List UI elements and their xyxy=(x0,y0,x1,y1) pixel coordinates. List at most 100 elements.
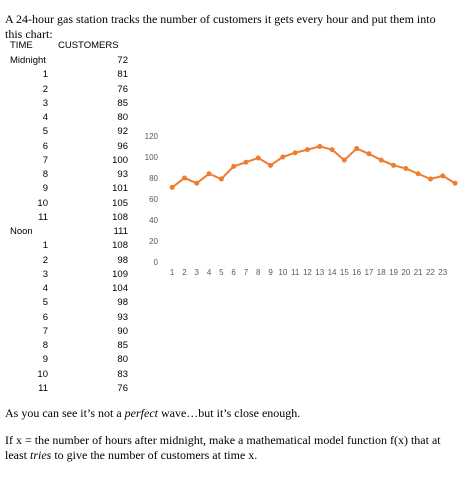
x-tick-label: 9 xyxy=(268,268,273,277)
time-cell: 11 xyxy=(38,211,48,223)
time-cell: 6 xyxy=(42,311,48,323)
point xyxy=(317,143,323,149)
point xyxy=(378,157,384,163)
customers-cell: 111 xyxy=(113,226,128,237)
time-cell: 8 xyxy=(42,169,48,180)
time-cell: 9 xyxy=(42,183,48,195)
customers-cell: 105 xyxy=(112,197,128,209)
x-tick-label: 7 xyxy=(244,268,249,277)
x-tick-label: 17 xyxy=(364,268,373,277)
time-cell: 5 xyxy=(42,126,48,138)
x-tick-label: 16 xyxy=(352,268,361,277)
customers-cell: 98 xyxy=(117,297,128,309)
customers-cell: 100 xyxy=(112,154,128,166)
text-run: wave…but it’s close enough. xyxy=(157,406,301,420)
customers-cell: 93 xyxy=(117,311,128,323)
customers-cell: 104 xyxy=(112,283,128,294)
text-run: If x = the number of hours after midnigh… xyxy=(5,433,441,462)
time-cell: 7 xyxy=(42,154,48,166)
customers-cell: 83 xyxy=(117,368,128,380)
customers-cell: 96 xyxy=(117,140,128,152)
paragraph: As you can see it’s not a perfect wave…b… xyxy=(5,406,455,421)
x-tick-label: 13 xyxy=(315,268,324,277)
x-tick-label: 2 xyxy=(182,268,187,277)
customers-cell: 81 xyxy=(117,69,128,81)
point xyxy=(292,150,298,156)
x-tick-label: 10 xyxy=(278,268,287,277)
point xyxy=(218,176,224,182)
time-cell: 11 xyxy=(38,382,48,394)
y-tick-label: 0 xyxy=(154,258,159,267)
point xyxy=(304,147,310,153)
x-tick-label: 21 xyxy=(414,268,423,277)
y-tick-label: 80 xyxy=(149,174,158,183)
point xyxy=(341,157,347,163)
point xyxy=(329,147,335,153)
time-cell: 1 xyxy=(42,240,48,252)
x-tick-label: 23 xyxy=(438,268,447,277)
time-cell: 10 xyxy=(37,197,48,209)
customers-cell: 108 xyxy=(112,240,128,252)
y-tick-label: 100 xyxy=(145,153,159,162)
point xyxy=(415,171,421,177)
time-cell: 3 xyxy=(42,268,48,280)
x-tick-label: 1 xyxy=(170,268,175,277)
time-cell: 1 xyxy=(42,69,48,81)
customers-cell: 85 xyxy=(117,97,128,109)
customers-cell: 108 xyxy=(112,211,128,223)
point xyxy=(169,184,175,190)
x-tick-label: 22 xyxy=(426,268,435,277)
x-tick-label: 4 xyxy=(207,268,212,277)
time-cell: Noon xyxy=(10,226,33,237)
x-tick-label: 20 xyxy=(401,268,410,277)
customers-cell: 80 xyxy=(117,112,128,123)
customers-cell: 90 xyxy=(117,325,128,337)
customers-cell: 72 xyxy=(117,55,128,66)
customers-cell: 93 xyxy=(117,169,128,180)
point xyxy=(206,171,212,177)
time-cell: 7 xyxy=(42,325,48,337)
x-tick-label: 12 xyxy=(303,268,312,277)
customers-cell: 76 xyxy=(117,83,128,95)
time-cell: 3 xyxy=(42,97,48,109)
point xyxy=(231,163,237,169)
customers-cell: 80 xyxy=(117,354,128,366)
customers-cell: 85 xyxy=(117,340,128,351)
point xyxy=(403,166,409,171)
x-tick-label: 14 xyxy=(328,268,337,277)
y-tick-label: 60 xyxy=(149,195,158,204)
x-tick-label: 6 xyxy=(231,268,236,277)
time-cell: 6 xyxy=(42,140,48,152)
x-tick-label: 11 xyxy=(291,268,300,277)
x-tick-label: 3 xyxy=(195,268,200,277)
customers-cell: 76 xyxy=(117,382,128,394)
x-tick-label: 5 xyxy=(219,268,224,277)
x-tick-label: 8 xyxy=(256,268,261,277)
paragraph: If x = the number of hours after midnigh… xyxy=(5,433,455,463)
time-cell: 9 xyxy=(42,354,48,366)
text-run: As you can see it’s not a xyxy=(5,406,125,420)
x-tick-label: 15 xyxy=(340,268,349,277)
table-header: TIME xyxy=(10,40,33,51)
intro: A 24-hour gas station tracks the number … xyxy=(5,12,436,41)
text-run: tries xyxy=(30,448,52,462)
point xyxy=(452,180,458,186)
point xyxy=(366,151,372,157)
point xyxy=(268,162,274,168)
table-header: CUSTOMERS xyxy=(58,40,119,51)
point xyxy=(354,146,360,152)
point xyxy=(243,159,249,165)
time-cell: 10 xyxy=(37,368,48,380)
time-cell: 5 xyxy=(42,297,48,309)
customers-cell: 98 xyxy=(117,254,128,266)
time-cell: 4 xyxy=(42,283,48,294)
time-cell: 4 xyxy=(42,112,48,123)
time-cell: Midnight xyxy=(10,55,46,66)
point xyxy=(440,173,446,179)
text-run: perfect xyxy=(124,406,158,420)
customers-cell: 109 xyxy=(112,268,128,280)
point xyxy=(255,155,261,161)
x-tick-label: 19 xyxy=(389,268,398,277)
